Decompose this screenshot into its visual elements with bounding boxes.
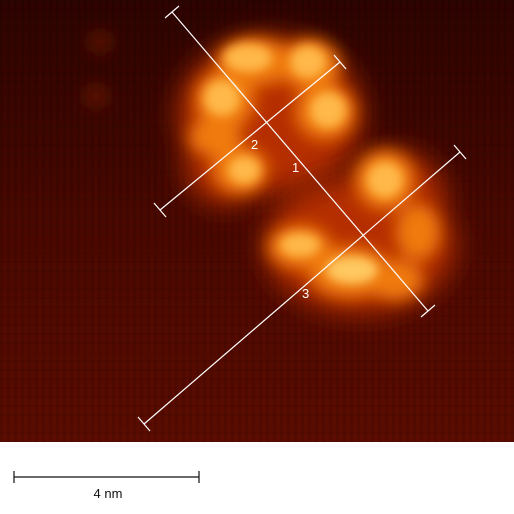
- faint-adsorbates: [84, 31, 112, 108]
- line-profile-2-label: 2: [251, 137, 258, 152]
- stm-micrograph: 1 2 3: [0, 0, 514, 442]
- scalebar-label: 4 nm: [93, 486, 123, 501]
- line-profile-1-label: 1: [292, 160, 299, 175]
- line-profile-3-label: 3: [302, 286, 309, 301]
- molecule-upper: [178, 37, 362, 205]
- line-profile-1: [164, 5, 436, 318]
- scalebar: [13, 471, 200, 483]
- line-profile-overlays: [137, 5, 467, 432]
- scalebar-panel: 4 nm: [0, 442, 514, 514]
- molecule-lower: [265, 150, 455, 313]
- line-profile-3: [137, 144, 467, 432]
- line-profile-2: [153, 54, 347, 218]
